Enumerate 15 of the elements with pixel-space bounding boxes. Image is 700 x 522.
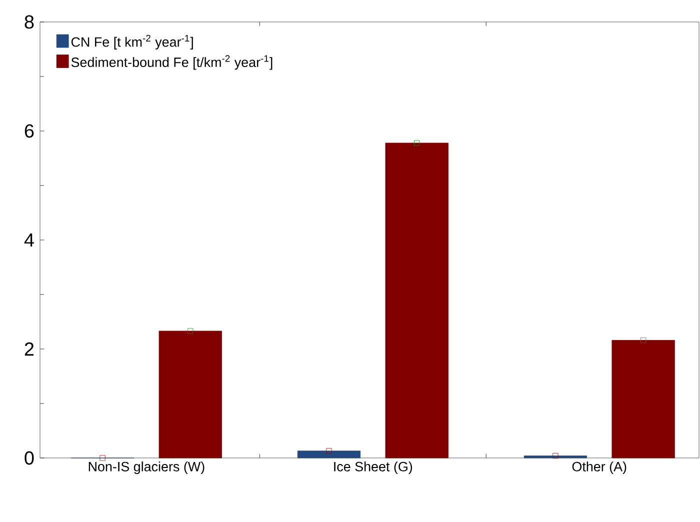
bar [524,456,587,458]
x-tick-label: Ice Sheet (G) [334,462,412,474]
legend-label: Sediment-bound Fe [t/km$^{-2}$ year$^{-1}$] [71,55,272,70]
bar [158,330,222,458]
y-tick-label: 8 [24,15,34,29]
y-tick-label: 0 [24,451,34,465]
bar [297,450,361,458]
x-tick-label: Other (A) [572,462,626,474]
y-tick-label: 6 [24,124,34,138]
y-tick-label: 4 [24,233,34,246]
y-tick-label: 2 [24,342,34,356]
bar [385,142,448,458]
x-tick-label: Non-IS glaciers (W) [88,462,204,474]
bar [612,340,675,458]
legend-label: CN Fe [t km$^{-2}$ year$^{-1}$] [71,34,193,50]
